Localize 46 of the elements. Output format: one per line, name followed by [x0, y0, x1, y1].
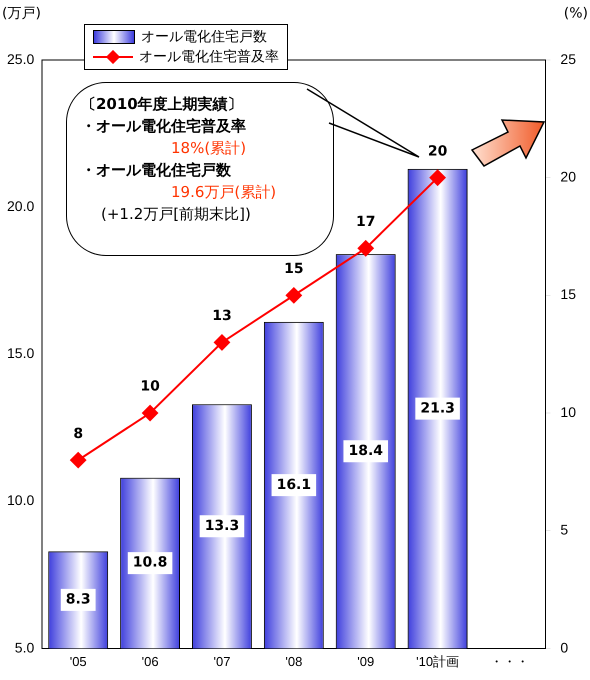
x-tick-label: '09 [357, 654, 374, 669]
x-tick-label: '10計画 [416, 654, 460, 669]
y-axis-title: (万戸) [2, 6, 41, 22]
data-label: 8 [73, 426, 84, 442]
y-tick-label: 10.0 [7, 492, 34, 508]
y2-tick-label: 25 [560, 50, 576, 67]
x-tick-label: '08 [285, 654, 302, 669]
data-label: 16.1 [276, 476, 312, 493]
point [430, 170, 446, 186]
data-label: 15 [284, 261, 304, 277]
y2-tick-label: 5 [560, 522, 568, 538]
y2-tick-label: 20 [560, 168, 576, 185]
y2-tick-label: 15 [560, 286, 576, 302]
y-tick-label: 25.0 [7, 50, 34, 67]
y-tick-label: 20.0 [7, 198, 34, 214]
legend-label: オール電化住宅戸数 [141, 28, 267, 46]
y-tick-label: 5.0 [14, 639, 34, 656]
x-tick-label: ・・・ [490, 654, 529, 669]
data-label: 10 [140, 378, 160, 395]
y2-tick-label: 10 [560, 404, 576, 420]
point [214, 334, 230, 350]
annotation: ・オール電化住宅戸数 [81, 160, 232, 181]
annotation: (+1.2万戸[前期末比]) [100, 204, 252, 225]
data-label: 17 [356, 214, 376, 230]
point [286, 287, 302, 304]
annotation: ・オール電化住宅普及率 [81, 116, 247, 137]
point [358, 240, 374, 256]
legend-label: オール電化住宅普及率 [139, 48, 279, 66]
data-label: 21.3 [420, 400, 455, 416]
y-tick-label: 15.0 [7, 345, 34, 362]
annotation: 18%(累計) [170, 138, 248, 159]
annotation: 〔2010年度上期実績〕 [81, 94, 244, 115]
data-label: 13 [212, 308, 232, 324]
data-label: 18.4 [348, 442, 384, 459]
x-tick-label: '06 [142, 654, 159, 669]
data-label: 10.8 [132, 554, 168, 571]
point [142, 405, 158, 422]
point [70, 452, 86, 468]
annotation: 19.6万戸(累計) [170, 182, 278, 203]
y2-tick-label: 0 [560, 639, 568, 656]
y2-axis-title: (%) [564, 6, 588, 22]
data-label: 20 [428, 143, 448, 160]
x-tick-label: '07 [213, 654, 230, 669]
data-label: 13.3 [204, 518, 240, 534]
x-tick-label: '05 [70, 654, 87, 669]
data-label: 8.3 [66, 592, 91, 608]
